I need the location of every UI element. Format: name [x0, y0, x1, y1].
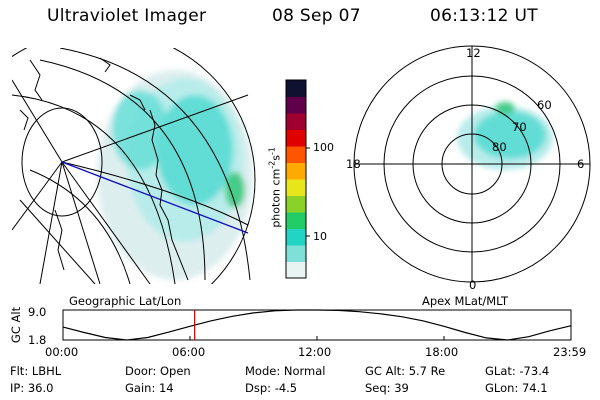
colorbar-tick-100: 100 [313, 141, 334, 154]
lat-circle [21, 107, 103, 217]
unit-sup2: -1 [267, 147, 277, 155]
status-flt: Flt: LBHL [10, 364, 62, 378]
unit-sup1: -2 [267, 160, 277, 169]
colorbar-band [286, 179, 306, 196]
limb-circle [12, 48, 256, 284]
colorbar-unit: photon cm-2s-1 [268, 127, 283, 247]
mlt-label-18: 18 [346, 157, 361, 171]
altitude-curve [62, 309, 571, 341]
colorbar-band [286, 162, 306, 180]
timeline-xtick-3: 18:00 [425, 345, 459, 359]
status-dsp: Dsp: -4.5 [245, 381, 298, 395]
lat-label-80: 80 [492, 140, 507, 154]
terminator-line [61, 161, 249, 234]
lat-label-70: 70 [512, 120, 527, 134]
timeline-ticks [62, 336, 572, 340]
coastlines [19, 57, 189, 281]
status-mode: Mode: Normal [245, 364, 326, 378]
observation-date: 08 Sep 07 [272, 6, 361, 26]
colorbar-band [286, 228, 306, 246]
unit-base: photon cm [269, 168, 283, 228]
colorbar-band [286, 80, 306, 97]
polar-caption: Apex MLat/MLT [422, 294, 509, 308]
aurora-geo [97, 70, 253, 280]
colorbar-tick-10: 10 [313, 230, 327, 243]
unit-mid: s [269, 154, 283, 161]
colorbar-band [286, 113, 306, 130]
colorbar-band [286, 245, 306, 262]
status-seq: Seq: 39 [365, 381, 409, 395]
timeline-axis-label: GC Alt [9, 306, 23, 344]
colorbar-band [286, 195, 306, 213]
polar-map [353, 45, 591, 283]
timeline-ytick-min: 1.8 [28, 333, 47, 347]
timeline-xtick-0: 00:00 [45, 345, 79, 359]
observation-time: 06:13:12 UT [430, 6, 538, 26]
timeline-ytick-max: 9.0 [28, 305, 47, 319]
status-ip: IP: 36.0 [10, 381, 54, 395]
mlt-label-12: 12 [466, 46, 481, 60]
status-glon: GLon: 74.1 [485, 381, 548, 395]
colorbar-band [286, 96, 306, 114]
colorbar-band [286, 129, 306, 147]
lat-label-60: 60 [537, 98, 552, 112]
colorbar-band [286, 212, 306, 229]
colorbar-band [286, 146, 306, 163]
status-door: Door: Open [125, 364, 191, 378]
mlt-label-6: 6 [577, 157, 585, 171]
geographic-caption: Geographic Lat/Lon [69, 294, 182, 308]
mlt-label-0: 0 [469, 278, 477, 292]
colorbar [285, 79, 310, 279]
timeline-xtick-1: 06:00 [172, 345, 206, 359]
status-gcalt: GC Alt: 5.7 Re [365, 364, 446, 378]
aurora-polar [457, 102, 553, 170]
grid-lines [12, 48, 251, 284]
colorbar-frame [285, 79, 307, 279]
status-glat: GLat: -73.4 [485, 364, 550, 378]
geographic-map [12, 48, 256, 284]
timeline-xtick-2: 12:00 [298, 345, 332, 359]
timeline-xtick-4: 23:59 [553, 345, 587, 359]
colorbar-band [286, 261, 306, 279]
instrument-title: Ultraviolet Imager [47, 6, 207, 26]
altitude-timeline [62, 309, 572, 341]
status-gain: Gain: 14 [125, 381, 174, 395]
